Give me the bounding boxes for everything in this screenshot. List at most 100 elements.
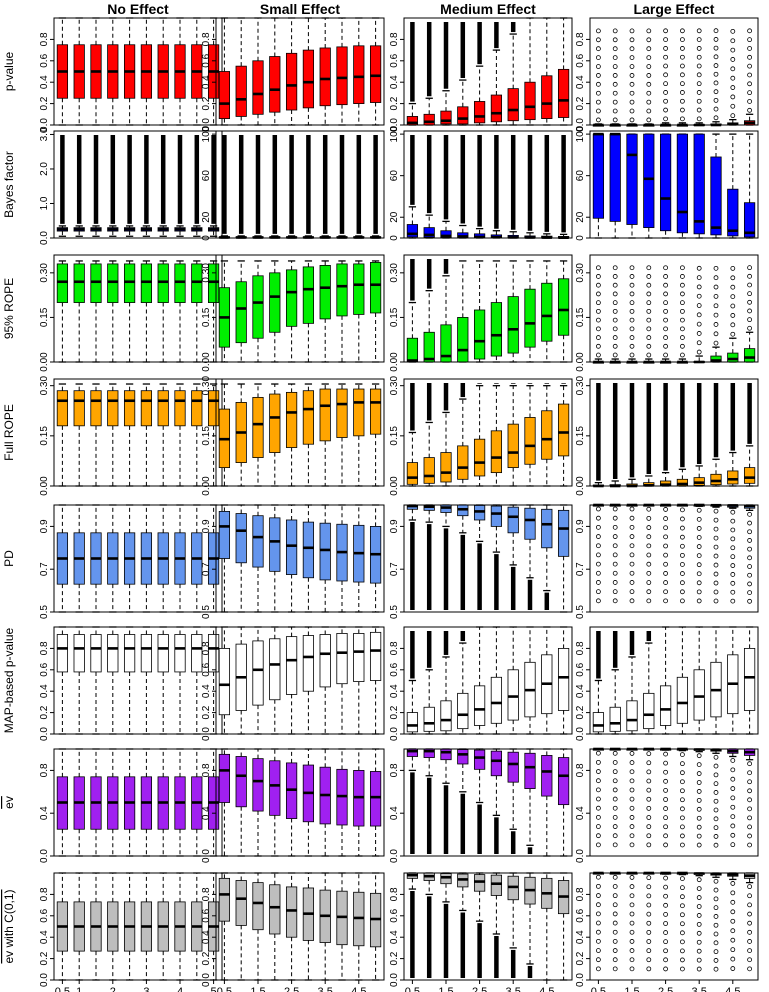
box <box>557 278 570 336</box>
box <box>423 227 435 238</box>
outlier-point <box>696 275 702 281</box>
outlier-point <box>730 322 736 328</box>
outlier-point <box>730 909 736 915</box>
outlier-point <box>663 343 668 349</box>
outlier-point <box>713 966 719 972</box>
y-tick-label: 0.30 <box>39 263 50 283</box>
y-tick-label: 0.2 <box>39 705 50 719</box>
outlier-point <box>747 833 752 839</box>
box <box>174 390 186 427</box>
outlier-point <box>629 534 635 539</box>
box <box>507 296 519 354</box>
y-tick-label: 0.30 <box>575 263 586 283</box>
outlier-point <box>696 90 702 95</box>
box <box>235 65 247 117</box>
outlier-point <box>646 824 652 830</box>
outlier-point <box>713 816 719 822</box>
outlier-point <box>646 893 652 899</box>
y-tick-label: 0.6 <box>575 908 586 922</box>
outlier-point <box>596 64 601 69</box>
box <box>643 133 655 229</box>
outlier-point <box>713 598 719 604</box>
y-tick-label: 0 <box>201 235 212 241</box>
row-label: Full ROPE <box>2 404 16 461</box>
outlier-point <box>663 107 668 113</box>
outlier-point <box>596 883 601 889</box>
outlier-point <box>713 834 719 839</box>
outlier-point <box>596 759 601 765</box>
outlier-point <box>730 66 736 72</box>
outlier-point <box>596 28 601 34</box>
outlier-point <box>696 780 702 785</box>
outlier-point <box>612 108 618 114</box>
outlier-point <box>730 572 736 577</box>
box <box>609 706 621 732</box>
y-tick-label: 0.2 <box>389 951 400 965</box>
panel: 0.5 0.7 0.9 <box>39 504 223 619</box>
y-tick-label: 0.6 <box>575 53 586 67</box>
outlier-point <box>747 590 752 596</box>
outlier-point <box>612 343 618 349</box>
outlier-point <box>646 948 652 954</box>
outlier-point <box>663 589 668 595</box>
panel-frame <box>215 254 385 363</box>
y-tick-label: 0.00 <box>389 352 400 372</box>
outlier-point <box>596 108 601 114</box>
outlier-point <box>747 54 752 60</box>
y-tick-label: 0 <box>389 235 400 241</box>
box <box>473 685 486 726</box>
outlier-point <box>596 966 601 972</box>
outlier-point <box>663 534 668 540</box>
outlier-point <box>696 789 702 794</box>
outlier-point <box>747 299 752 305</box>
x-tick-label: 5 <box>211 986 217 992</box>
outlier-point <box>629 875 635 880</box>
y-tick-label: 0.5 <box>389 605 400 619</box>
box <box>369 771 382 827</box>
box <box>557 648 570 711</box>
box <box>56 634 69 673</box>
box <box>710 473 722 486</box>
panel: 0.0 0.4 0.8 <box>201 748 385 863</box>
y-tick-label: 0.6 <box>389 53 400 67</box>
y-tick-label: 0.4 <box>39 930 50 944</box>
y-tick-label: 0.0 <box>575 849 586 863</box>
outlier-point <box>646 265 652 271</box>
box <box>157 390 169 427</box>
outlier-point <box>596 282 601 288</box>
outlier-point <box>596 589 601 595</box>
panel: 0.5 0.7 0.9 <box>201 504 385 619</box>
y-tick-label: 0.6 <box>39 53 50 67</box>
outlier-point <box>596 824 601 829</box>
outlier-point <box>713 807 719 813</box>
box <box>457 106 469 125</box>
outlier-point <box>646 525 652 530</box>
box <box>336 633 348 685</box>
y-tick-label: 0.00 <box>201 476 212 496</box>
outlier-point <box>747 929 752 935</box>
box <box>252 758 264 812</box>
outlier-point <box>680 90 685 95</box>
outlier-point <box>646 842 652 848</box>
outlier-point <box>629 506 635 512</box>
outlier-point <box>646 751 652 757</box>
outlier-point <box>730 928 736 934</box>
y-tick-label: 0.0 <box>201 973 212 987</box>
box <box>157 263 169 303</box>
y-tick-label: 0.2 <box>201 705 212 719</box>
outlier-point <box>629 787 635 793</box>
outlier-point <box>713 914 719 919</box>
outlier-point <box>680 107 685 113</box>
box <box>524 417 536 465</box>
box <box>302 521 315 579</box>
box <box>269 272 281 333</box>
y-tick-label: 0.30 <box>575 376 586 396</box>
outlier-point <box>612 352 618 358</box>
outlier-point <box>747 824 752 830</box>
outlier-point <box>680 770 685 776</box>
box <box>440 873 452 885</box>
box <box>336 46 348 106</box>
box <box>490 874 503 896</box>
x-tick-label: 2.5 <box>284 986 299 992</box>
outlier-point <box>713 922 719 928</box>
